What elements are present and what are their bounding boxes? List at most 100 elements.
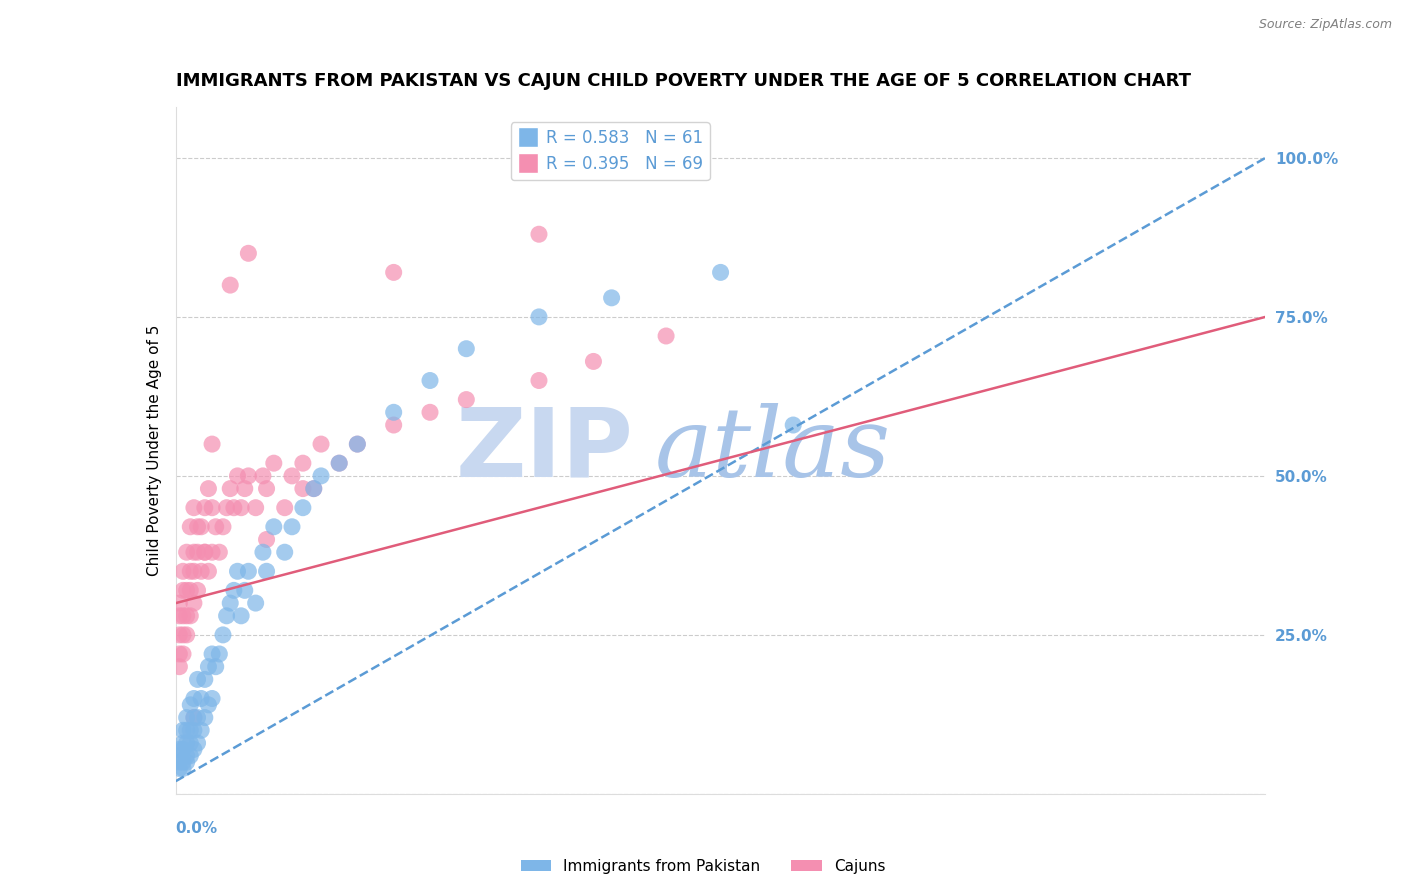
Point: [176, 736, 198, 750]
Point: [208, 647, 231, 661]
Point: [169, 748, 191, 763]
Point: [219, 596, 242, 610]
Point: [190, 520, 212, 534]
Point: [212, 628, 235, 642]
Point: [201, 647, 224, 661]
Point: [710, 265, 733, 279]
Point: [600, 291, 623, 305]
Point: [256, 564, 278, 578]
Point: [238, 564, 260, 578]
Point: [197, 659, 219, 673]
Point: [183, 596, 205, 610]
Point: [274, 500, 297, 515]
Point: [194, 710, 217, 724]
Point: [169, 659, 191, 673]
Point: [201, 437, 224, 451]
Point: [186, 520, 209, 534]
Point: [274, 545, 297, 559]
Point: [256, 533, 278, 547]
Point: [208, 545, 231, 559]
Point: [197, 698, 219, 712]
Point: [179, 608, 201, 623]
Point: [582, 354, 605, 368]
Point: [176, 748, 198, 763]
Point: [172, 608, 194, 623]
Point: [456, 392, 478, 407]
Point: [197, 482, 219, 496]
Point: [183, 742, 205, 756]
Point: [169, 742, 191, 756]
Point: [219, 482, 242, 496]
Point: [172, 628, 194, 642]
Point: [172, 761, 194, 775]
Point: [201, 691, 224, 706]
Point: [204, 520, 226, 534]
Point: [190, 691, 212, 706]
Point: [194, 545, 217, 559]
Point: [291, 500, 314, 515]
Point: [179, 723, 201, 738]
Point: [169, 761, 191, 775]
Point: [231, 500, 253, 515]
Text: ZIP: ZIP: [456, 404, 633, 497]
Point: [197, 564, 219, 578]
Point: [226, 469, 249, 483]
Point: [194, 673, 217, 687]
Point: [183, 691, 205, 706]
Point: [201, 500, 224, 515]
Point: [172, 755, 194, 769]
Point: [231, 608, 253, 623]
Point: [186, 736, 209, 750]
Point: [194, 545, 217, 559]
Point: [204, 659, 226, 673]
Point: [190, 564, 212, 578]
Point: [382, 405, 405, 419]
Y-axis label: Child Poverty Under the Age of 5: Child Poverty Under the Age of 5: [146, 325, 162, 576]
Point: [183, 710, 205, 724]
Point: [172, 564, 194, 578]
Point: [169, 755, 191, 769]
Point: [172, 736, 194, 750]
Point: [655, 329, 678, 343]
Point: [169, 628, 191, 642]
Point: [245, 500, 267, 515]
Point: [176, 608, 198, 623]
Point: [222, 500, 245, 515]
Point: [183, 564, 205, 578]
Point: [281, 520, 304, 534]
Point: [238, 469, 260, 483]
Point: [527, 227, 550, 242]
Point: [215, 500, 238, 515]
Text: IMMIGRANTS FROM PAKISTAN VS CAJUN CHILD POVERTY UNDER THE AGE OF 5 CORRELATION C: IMMIGRANTS FROM PAKISTAN VS CAJUN CHILD …: [176, 72, 1191, 90]
Point: [176, 545, 198, 559]
Legend: R = 0.583   N = 61, R = 0.395   N = 69: R = 0.583 N = 61, R = 0.395 N = 69: [510, 122, 710, 180]
Point: [263, 520, 285, 534]
Point: [169, 596, 191, 610]
Point: [179, 583, 201, 598]
Point: [179, 736, 201, 750]
Point: [527, 374, 550, 388]
Point: [256, 482, 278, 496]
Point: [328, 456, 350, 470]
Point: [179, 564, 201, 578]
Point: [194, 500, 217, 515]
Point: [263, 456, 285, 470]
Point: [169, 608, 191, 623]
Point: [382, 265, 405, 279]
Point: [212, 520, 235, 534]
Point: [302, 482, 325, 496]
Point: [176, 710, 198, 724]
Legend: Immigrants from Pakistan, Cajuns: Immigrants from Pakistan, Cajuns: [515, 853, 891, 880]
Point: [172, 647, 194, 661]
Point: [328, 456, 350, 470]
Point: [233, 482, 256, 496]
Point: [183, 500, 205, 515]
Point: [176, 755, 198, 769]
Point: [291, 456, 314, 470]
Point: [382, 417, 405, 432]
Point: [291, 482, 314, 496]
Point: [302, 482, 325, 496]
Point: [222, 583, 245, 598]
Point: [176, 723, 198, 738]
Point: [186, 710, 209, 724]
